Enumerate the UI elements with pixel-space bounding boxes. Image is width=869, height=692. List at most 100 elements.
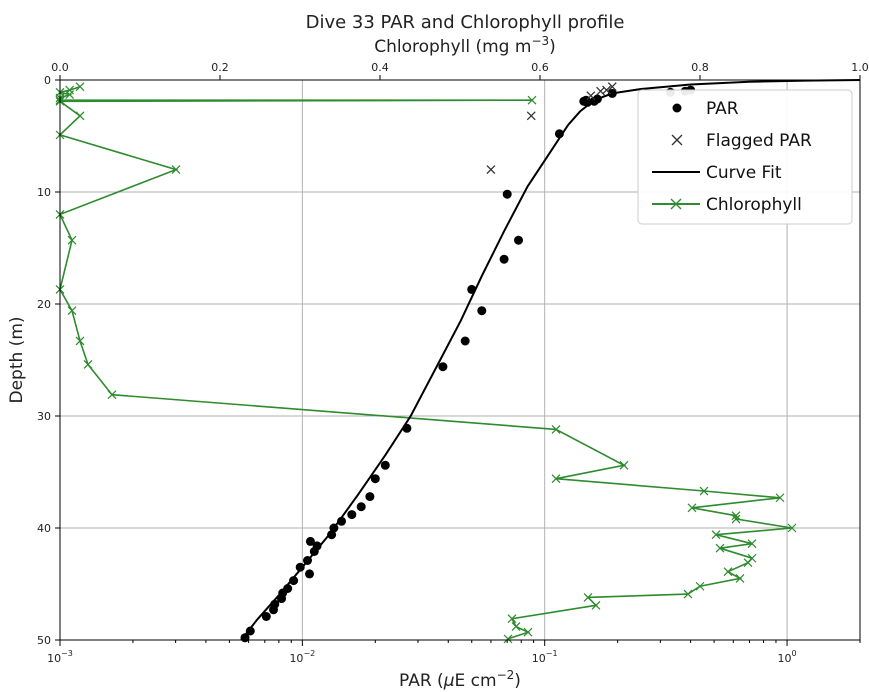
chlorophyll-point-38 xyxy=(507,614,517,624)
par-point-10 xyxy=(502,189,512,199)
chlorophyll-point-0 xyxy=(75,82,85,92)
chlorophyll-point-24 xyxy=(731,511,741,521)
chlorophyll-point-34 xyxy=(695,581,705,591)
chlorophyll-point-35 xyxy=(683,589,693,599)
chlorophyll-point-16 xyxy=(83,360,93,369)
par-point-16 xyxy=(438,362,448,372)
flagged-par-point-5-b xyxy=(486,165,496,175)
legend-chl-marker xyxy=(670,198,682,210)
par-point-29 xyxy=(303,556,312,565)
x-top-tick-label-2: 0.4 xyxy=(371,61,389,74)
x-axis-label: PAR (μE cm−2) xyxy=(399,668,521,691)
chlorophyll-point-20 xyxy=(551,474,561,484)
chlorophyll-point-10-b xyxy=(171,165,181,175)
par-point-15 xyxy=(460,336,470,346)
par-point-12 xyxy=(514,235,523,245)
chlorophyll-point-6-b xyxy=(527,95,537,105)
chlorophyll-point-40 xyxy=(523,627,533,637)
chlorophyll-point-27-b xyxy=(711,530,721,540)
par-point-31 xyxy=(305,569,314,579)
chlorophyll-point-33-b xyxy=(735,573,745,583)
chlorophyll-point-17 xyxy=(107,390,117,400)
chlorophyll-point-8 xyxy=(75,111,85,121)
flagged-par-point-3 xyxy=(586,91,596,101)
chlorophyll-point-25-b xyxy=(731,514,741,524)
flagged-par-point-4 xyxy=(526,111,536,121)
bottom-axis-ticks: 10−3 10−2 10−1 100 xyxy=(47,640,861,665)
par-point-28 xyxy=(305,536,315,546)
x-top-tick-label-0: 0.0 xyxy=(51,61,69,74)
flagged-par-point-1-b xyxy=(602,85,612,95)
par-point-25 xyxy=(327,530,337,540)
par-point-38 xyxy=(261,612,271,621)
y-tick-label-1: 10 xyxy=(37,186,51,199)
chlorophyll-point-29 xyxy=(715,543,725,553)
flagged-par-point-2-b xyxy=(596,86,606,96)
legend-chl-label: Chlorophyll xyxy=(706,195,802,215)
par-point-37 xyxy=(269,605,278,615)
chlorophyll-point-15 xyxy=(75,336,85,346)
chlorophyll-point-23-b xyxy=(687,503,697,513)
chlorophyll-point-26 xyxy=(787,523,797,533)
chlorophyll-point-35-b xyxy=(683,589,693,599)
par-point-22 xyxy=(347,510,357,520)
chlorophyll-point-8-b xyxy=(75,111,85,121)
chlorophyll-point-39 xyxy=(511,622,521,631)
par-point-18 xyxy=(380,460,390,470)
x-bottom-tick-label-0: 10−3 xyxy=(47,649,73,665)
legend-curve-label: Curve Fit xyxy=(706,163,782,183)
par-point-19 xyxy=(370,474,380,484)
chlorophyll-point-3 xyxy=(65,90,75,99)
legend-flagged-label: Flagged PAR xyxy=(706,131,812,151)
x-top-tick-label-1: 0.2 xyxy=(211,61,229,74)
chlorophyll-point-28-b xyxy=(747,539,757,549)
chlorophyll-point-39-b xyxy=(511,622,521,631)
legend-box xyxy=(637,89,853,225)
flagged-par-point-3-b xyxy=(586,91,596,101)
par-point-9 xyxy=(554,129,564,139)
chlorophyll-point-33 xyxy=(735,573,745,583)
chlorophyll-point-14-b xyxy=(67,306,77,316)
legend-par-label: PAR xyxy=(706,99,739,119)
par-series xyxy=(240,85,696,643)
par-point-3 xyxy=(607,88,617,98)
y-tick-label-2: 20 xyxy=(37,298,51,311)
chart-title: Dive 33 PAR and Chlorophyll profile xyxy=(306,12,625,33)
y-tick-label-4: 40 xyxy=(37,522,51,535)
chlorophyll-point-21 xyxy=(699,486,709,496)
chlorophyll-point-18 xyxy=(551,425,561,434)
par-point-11 xyxy=(499,254,509,264)
y-tick-label-0: 0 xyxy=(44,74,51,87)
chlorophyll-point-10 xyxy=(171,165,181,175)
par-point-27 xyxy=(309,547,319,556)
chlorophyll-point-1-b xyxy=(65,85,75,95)
chlorophyll-point-23 xyxy=(687,503,697,513)
flagged-par-point-5 xyxy=(486,165,496,175)
left-axis-ticks: 0 10 20 30 40 50 xyxy=(37,74,60,647)
chlorophyll-point-0-b xyxy=(75,82,85,92)
chlorophyll-point-12 xyxy=(67,235,77,245)
chlorophyll-point-20-b xyxy=(551,474,561,484)
par-point-8 xyxy=(579,96,589,106)
flagged-par-point-2 xyxy=(596,86,606,96)
par-point-14 xyxy=(467,284,477,294)
y-axis-label: Depth (m) xyxy=(7,316,27,403)
chlorophyll-point-36-b xyxy=(583,593,593,602)
chlorophyll-point-34-b xyxy=(695,581,705,591)
chlorophyll-point-31 xyxy=(743,558,753,568)
chlorophyll-point-26-b xyxy=(787,523,797,533)
chlorophyll-point-41 xyxy=(503,634,513,644)
chlorophyll-point-14 xyxy=(67,306,77,316)
chlorophyll-point-12-b xyxy=(67,235,77,245)
chlorophyll-point-41-b xyxy=(503,634,513,644)
flagged-par-point-0 xyxy=(607,82,617,92)
chlorophyll-point-36 xyxy=(583,593,593,602)
chlorophyll-point-22-b xyxy=(775,493,785,503)
chlorophyll-point-27 xyxy=(711,530,721,540)
x-top-tick-label-5: 1.0 xyxy=(851,61,869,74)
top-axis-ticks: 0.0 0.2 0.4 0.6 0.8 1.0 xyxy=(51,61,869,80)
plot-frame xyxy=(59,79,861,641)
legend-flagged-marker xyxy=(671,134,683,146)
flagged-par-point-0-b xyxy=(607,82,617,92)
chlorophyll-point-22 xyxy=(775,493,785,503)
